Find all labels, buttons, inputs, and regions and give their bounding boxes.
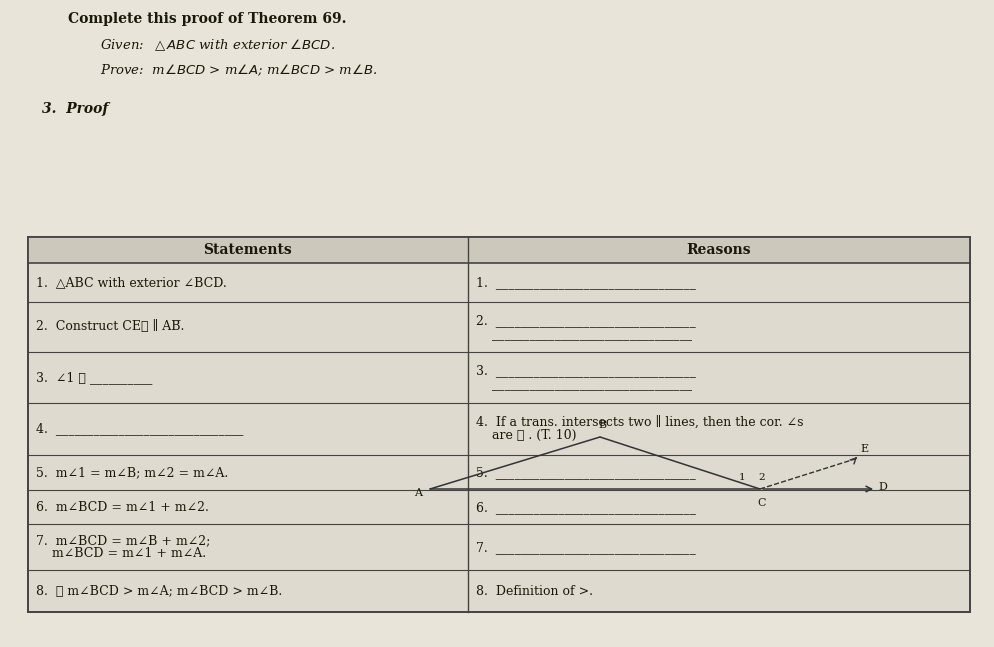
Text: 4.  If a trans. intersects two ∥ lines, then the cor. ∠s: 4. If a trans. intersects two ∥ lines, t… <box>476 415 803 429</box>
Text: 8.  ∴ m∠BCD > m∠A; m∠BCD > m∠B.: 8. ∴ m∠BCD > m∠A; m∠BCD > m∠B. <box>36 585 282 598</box>
Text: 3.  ________________________________: 3. ________________________________ <box>476 364 696 377</box>
Text: 1: 1 <box>739 473 746 482</box>
Text: 3.  ∠1 ≅ __________: 3. ∠1 ≅ __________ <box>36 371 152 384</box>
Text: Complete this proof of Theorem 69.: Complete this proof of Theorem 69. <box>68 12 347 26</box>
Text: 7.  m∠BCD = m∠B + m∠2;: 7. m∠BCD = m∠B + m∠2; <box>36 534 211 547</box>
Text: C: C <box>757 498 766 508</box>
Bar <box>28 237 970 263</box>
Text: 2.  Construct CE⃗ ∥ AB̅.: 2. Construct CE⃗ ∥ AB̅. <box>36 320 184 333</box>
Text: 3.  Proof: 3. Proof <box>42 102 108 116</box>
Text: 8.  Definition of >.: 8. Definition of >. <box>476 585 593 598</box>
Text: m∠BCD = m∠1 + m∠A.: m∠BCD = m∠1 + m∠A. <box>36 547 206 560</box>
Text: 1.  ________________________________: 1. ________________________________ <box>476 276 696 289</box>
Text: Statements: Statements <box>204 243 292 257</box>
Text: E: E <box>860 444 868 454</box>
Text: 2: 2 <box>758 473 765 482</box>
Text: are ≅ . (T. 10): are ≅ . (T. 10) <box>476 428 577 442</box>
Text: ________________________________: ________________________________ <box>476 377 692 390</box>
Text: B: B <box>598 420 606 430</box>
Text: Prove:  m$\angle BCD$ > m$\angle A$; m$\angle BCD$ > m$\angle B$.: Prove: m$\angle BCD$ > m$\angle A$; m$\a… <box>100 63 378 78</box>
Text: 5.  ________________________________: 5. ________________________________ <box>476 466 696 479</box>
Text: D: D <box>878 482 887 492</box>
Text: 6.  m∠BCD = m∠1 + m∠2.: 6. m∠BCD = m∠1 + m∠2. <box>36 501 209 514</box>
Text: 5.  m∠1 = m∠B; m∠2 = m∠A.: 5. m∠1 = m∠B; m∠2 = m∠A. <box>36 466 229 479</box>
Text: 7.  ________________________________: 7. ________________________________ <box>476 541 696 554</box>
Text: 6.  ________________________________: 6. ________________________________ <box>476 501 696 514</box>
Text: Given:  $\triangle ABC$ with exterior $\angle BCD$.: Given: $\triangle ABC$ with exterior $\a… <box>100 37 335 52</box>
Text: Reasons: Reasons <box>687 243 751 257</box>
Text: 1.  △ABC with exterior ∠BCD.: 1. △ABC with exterior ∠BCD. <box>36 276 227 289</box>
Text: A: A <box>414 488 422 498</box>
Text: ________________________________: ________________________________ <box>476 327 692 340</box>
Text: 4.  ______________________________: 4. ______________________________ <box>36 422 244 435</box>
Bar <box>28 237 970 612</box>
Text: 2.  ________________________________: 2. ________________________________ <box>476 314 696 327</box>
